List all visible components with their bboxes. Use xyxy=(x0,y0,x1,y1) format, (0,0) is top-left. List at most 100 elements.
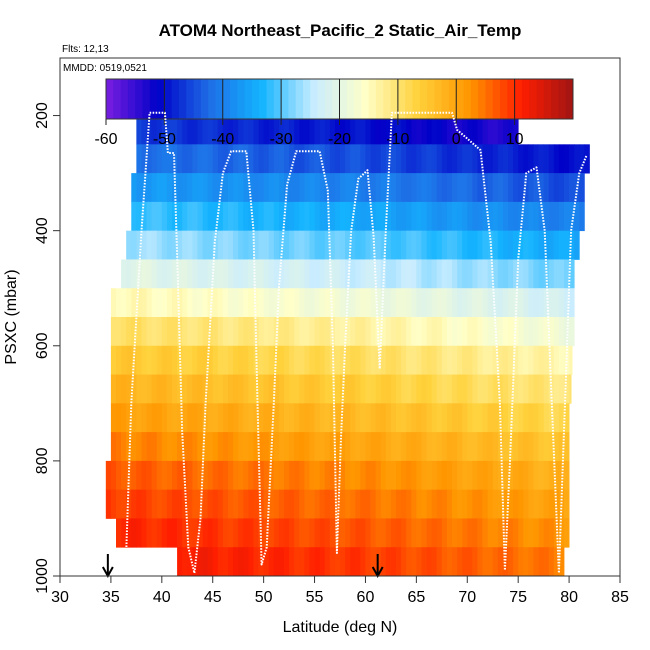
x-tick-label: 80 xyxy=(560,589,578,606)
heatmap-cell xyxy=(233,173,239,203)
heatmap-cell xyxy=(258,460,265,491)
heatmap-cell xyxy=(492,489,499,519)
heatmap-cell xyxy=(528,317,534,347)
colorbar-swatch xyxy=(536,79,545,119)
heatmap-cell xyxy=(273,288,280,318)
heatmap-cell xyxy=(528,547,534,577)
heatmap-cell xyxy=(360,288,366,318)
heatmap-cell xyxy=(340,345,346,375)
heatmap-cell xyxy=(421,547,427,577)
heatmap-cell xyxy=(233,230,239,260)
heatmap-cell xyxy=(141,230,147,260)
heatmap-cell xyxy=(518,489,524,519)
heatmap-cell xyxy=(202,345,209,375)
colorbar-swatch xyxy=(448,79,457,119)
heatmap-cell xyxy=(268,345,275,375)
heatmap-cell xyxy=(492,403,499,433)
heatmap-cell xyxy=(401,403,407,433)
heatmap-cell xyxy=(467,259,473,289)
heatmap-cell xyxy=(375,345,382,375)
heatmap-cell xyxy=(396,489,402,519)
heatmap-cell xyxy=(207,489,214,519)
heatmap-cell xyxy=(314,460,321,491)
heatmap-cell xyxy=(284,288,290,318)
heatmap-cell xyxy=(385,230,392,260)
heatmap-cell xyxy=(289,403,295,433)
heatmap-cell xyxy=(253,547,259,577)
heatmap-cell xyxy=(396,317,402,347)
heatmap-cell xyxy=(146,259,153,289)
heatmap-cell xyxy=(411,432,417,462)
heatmap-cell xyxy=(340,547,346,577)
heatmap-cell xyxy=(314,230,321,260)
heatmap-cell xyxy=(166,403,173,433)
heatmap-cell xyxy=(538,288,545,318)
heatmap-cell xyxy=(299,547,305,577)
heatmap-cell xyxy=(406,144,412,174)
x-axis: 30 35 40 45 50 55 60 65 70 75 80 85 xyxy=(51,576,629,606)
heatmap-cell xyxy=(131,432,137,462)
heatmap-cell xyxy=(345,489,351,519)
heatmap-cell xyxy=(390,547,397,577)
heatmap-cell xyxy=(334,374,341,404)
heatmap-cell xyxy=(477,288,483,318)
heatmap-cell xyxy=(192,201,198,232)
heatmap-cell xyxy=(182,259,188,289)
heatmap-cell xyxy=(284,432,290,462)
heatmap-cell xyxy=(202,317,209,347)
heatmap-cell xyxy=(314,489,321,519)
colorbar-swatch xyxy=(346,79,355,119)
heatmap-cell xyxy=(518,432,524,462)
heatmap-cell xyxy=(212,115,219,145)
heatmap-cell xyxy=(151,345,158,375)
heatmap-cell xyxy=(309,374,315,404)
heatmap-cell xyxy=(228,259,234,289)
heatmap-cell xyxy=(508,374,514,404)
heatmap-cell xyxy=(396,259,402,289)
heatmap-cell xyxy=(258,345,265,375)
heatmap-cell xyxy=(365,374,371,404)
heatmap-cell xyxy=(238,201,244,232)
x-tick-label: 65 xyxy=(407,589,425,606)
heatmap-cell xyxy=(253,403,259,433)
heatmap-cell xyxy=(217,173,224,203)
heatmap-cell xyxy=(370,345,377,375)
heatmap-cell xyxy=(289,201,295,232)
heatmap-cell xyxy=(294,547,300,577)
heatmap-cell xyxy=(396,144,402,174)
heatmap-cell xyxy=(564,403,570,433)
heatmap-cell xyxy=(416,547,422,577)
heatmap-cell xyxy=(273,460,280,491)
arrow-marker xyxy=(101,554,114,579)
heatmap-cell xyxy=(319,230,326,260)
heatmap-cell xyxy=(268,374,275,404)
heatmap-cell xyxy=(329,460,336,491)
heatmap-cell xyxy=(502,317,509,347)
heatmap-cell xyxy=(243,345,249,375)
heatmap-cell xyxy=(131,489,137,519)
heatmap-cell xyxy=(390,460,397,491)
heatmap-cell xyxy=(268,518,275,548)
heatmap-cell xyxy=(482,288,489,318)
heatmap-cell xyxy=(273,115,280,145)
heatmap-cell xyxy=(212,259,219,289)
heatmap-cell xyxy=(182,201,188,232)
heatmap-cell xyxy=(187,460,193,491)
heatmap-cell xyxy=(192,489,198,519)
colorbar-swatch xyxy=(500,79,508,119)
heatmap-cell xyxy=(314,345,321,375)
heatmap-cell xyxy=(360,317,366,347)
heatmap-cell xyxy=(182,317,188,347)
heatmap-cell xyxy=(375,460,382,491)
heatmap-cell xyxy=(116,460,122,491)
heatmap-cell xyxy=(217,518,224,548)
heatmap-cell xyxy=(187,432,193,462)
heatmap-cell xyxy=(263,489,270,519)
heatmap-cell xyxy=(543,345,550,375)
heatmap-cell xyxy=(151,288,158,318)
heatmap-cell xyxy=(217,201,224,232)
heatmap-cell xyxy=(268,403,275,433)
heatmap-cell xyxy=(411,144,417,174)
heatmap-cell xyxy=(355,144,361,174)
heatmap-cell xyxy=(197,345,203,375)
